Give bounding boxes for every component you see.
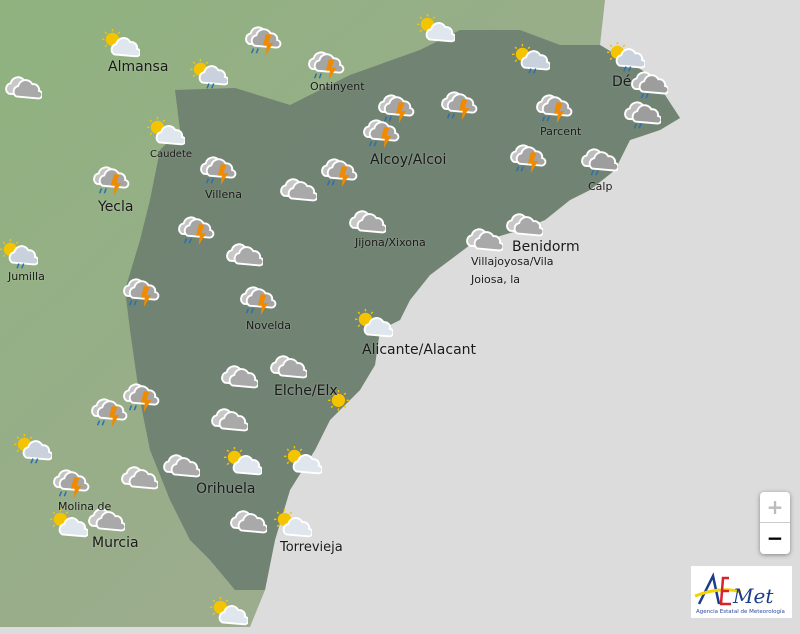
storm-weather-icon[interactable] bbox=[533, 91, 573, 125]
storm-weather-icon[interactable] bbox=[50, 466, 90, 500]
storm-weather-icon[interactable] bbox=[197, 153, 237, 187]
city-label-calp: Calp bbox=[588, 180, 613, 193]
overcast-weather-icon[interactable] bbox=[463, 223, 505, 257]
city-label-torrevieja: Torrevieja bbox=[280, 540, 343, 555]
city-label-almansa: Almansa bbox=[108, 59, 169, 75]
alicante-province[interactable] bbox=[125, 30, 680, 590]
sun-cloud-rain-weather-icon[interactable] bbox=[605, 41, 647, 75]
city-label-alcoy: Alcoy/Alcoi bbox=[370, 152, 447, 168]
cloud-rain-weather-icon[interactable] bbox=[578, 145, 620, 179]
svg-text:Agencia Estatal de Meteorologí: Agencia Estatal de Meteorología bbox=[696, 608, 785, 615]
sun-cloud-weather-icon[interactable] bbox=[272, 508, 314, 542]
overcast-weather-icon[interactable] bbox=[503, 208, 545, 242]
city-label-murcia: Murcia bbox=[92, 535, 139, 551]
city-label-molina: Molina de bbox=[58, 500, 112, 513]
cloud-rain-weather-icon[interactable] bbox=[628, 68, 670, 102]
city-label-elche: Elche/Elx bbox=[274, 383, 338, 399]
overcast-weather-icon[interactable] bbox=[118, 461, 160, 495]
city-label-jumilla: Jumilla bbox=[8, 270, 45, 283]
sun-cloud-rain-weather-icon[interactable] bbox=[510, 43, 552, 77]
storm-weather-icon[interactable] bbox=[305, 48, 345, 82]
sun-cloud-rain-weather-icon[interactable] bbox=[188, 58, 230, 92]
overcast-weather-icon[interactable] bbox=[267, 350, 309, 384]
storm-weather-icon[interactable] bbox=[237, 283, 277, 317]
overcast-weather-icon[interactable] bbox=[160, 449, 202, 483]
city-label-yecla: Yecla bbox=[98, 199, 134, 215]
sun-cloud-weather-icon[interactable] bbox=[145, 116, 187, 150]
zoom-out-button[interactable]: − bbox=[766, 526, 784, 550]
city-label-ontinyent: Ontinyent bbox=[310, 80, 365, 93]
storm-weather-icon[interactable] bbox=[120, 380, 160, 414]
sun-cloud-weather-icon[interactable] bbox=[48, 508, 90, 542]
storm-weather-icon[interactable] bbox=[175, 213, 215, 247]
sun-cloud-rain-weather-icon[interactable] bbox=[12, 433, 54, 467]
zoom-control: + − bbox=[760, 492, 790, 554]
city-label-parcent: Parcent bbox=[540, 125, 582, 138]
city-label-villajoyosa: Villajoyosa/Vila bbox=[471, 255, 554, 268]
sun-cloud-weather-icon[interactable] bbox=[353, 308, 395, 342]
storm-weather-icon[interactable] bbox=[375, 91, 415, 125]
overcast-weather-icon[interactable] bbox=[346, 205, 388, 239]
overcast-weather-icon[interactable] bbox=[2, 71, 44, 105]
storm-weather-icon[interactable] bbox=[318, 155, 358, 189]
sun-weather-icon[interactable] bbox=[326, 389, 366, 423]
city-label-novelda: Novelda bbox=[246, 319, 292, 332]
overcast-weather-icon[interactable] bbox=[85, 503, 127, 537]
overcast-weather-icon[interactable] bbox=[227, 505, 269, 539]
overcast-weather-icon[interactable] bbox=[208, 403, 250, 437]
city-label-orihuela: Orihuela bbox=[196, 481, 256, 497]
cloud-rain-weather-icon[interactable] bbox=[621, 98, 663, 132]
overcast-weather-icon[interactable] bbox=[277, 173, 319, 207]
sun-cloud-rain-weather-icon[interactable] bbox=[0, 238, 40, 272]
sun-cloud-weather-icon[interactable] bbox=[208, 596, 250, 630]
storm-weather-icon[interactable] bbox=[438, 88, 478, 122]
city-label-jijona: Jijona/Xixona bbox=[355, 236, 426, 249]
svg-text:Met: Met bbox=[732, 584, 774, 608]
storm-weather-icon[interactable] bbox=[360, 116, 400, 150]
storm-weather-icon[interactable] bbox=[242, 23, 282, 57]
city-label-alicante: Alicante/Alacant bbox=[362, 342, 477, 358]
city-label-villena: Villena bbox=[205, 188, 242, 201]
city-label-benidorm: Benidorm bbox=[512, 239, 580, 255]
aemet-logo[interactable]: Met Agencia Estatal de Meteorología bbox=[691, 566, 792, 618]
storm-weather-icon[interactable] bbox=[90, 163, 130, 197]
zoom-in-button[interactable]: + bbox=[760, 492, 790, 523]
storm-weather-icon[interactable] bbox=[507, 141, 547, 175]
storm-weather-icon[interactable] bbox=[88, 395, 128, 429]
city-label-villajoyosa-2: Joiosa, la bbox=[471, 273, 521, 286]
sun-cloud-weather-icon[interactable] bbox=[100, 28, 142, 62]
sun-cloud-weather-icon[interactable] bbox=[282, 445, 324, 479]
city-label-denia: Dé bbox=[612, 74, 632, 90]
city-label-caudete: Caudete bbox=[150, 149, 193, 160]
overcast-weather-icon[interactable] bbox=[223, 238, 265, 272]
overcast-weather-icon[interactable] bbox=[218, 360, 260, 394]
sun-cloud-weather-icon[interactable] bbox=[222, 446, 264, 480]
aemet-logo-image: Met Agencia Estatal de Meteorología bbox=[694, 572, 785, 615]
sun-cloud-weather-icon[interactable] bbox=[415, 13, 457, 47]
storm-weather-icon[interactable] bbox=[120, 275, 160, 309]
